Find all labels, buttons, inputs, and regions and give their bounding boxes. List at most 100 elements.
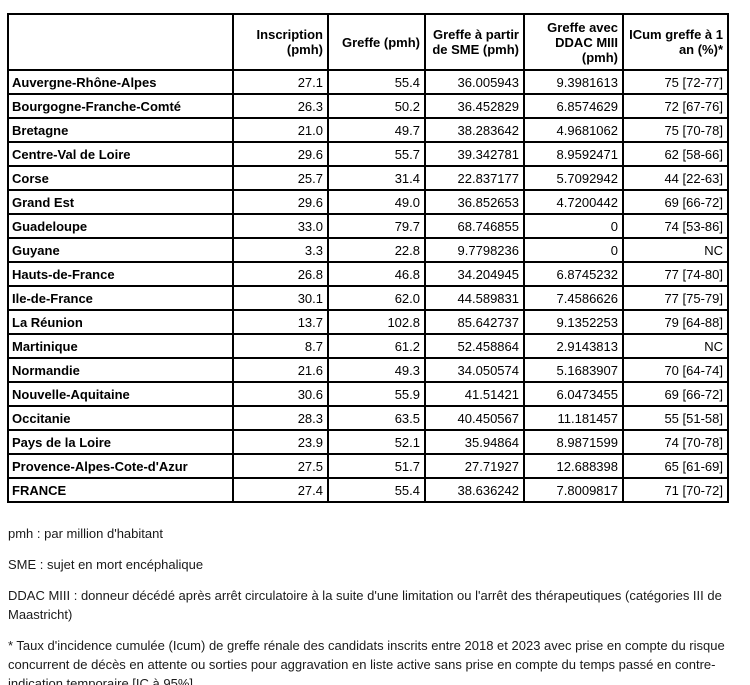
value-cell: 4.7200442: [523, 189, 624, 215]
value-cell: 27.71927: [424, 453, 525, 479]
value-cell: 12.688398: [523, 453, 624, 479]
value-cell: 69 [66-72]: [622, 381, 729, 407]
region-cell: Nouvelle-Aquitaine: [7, 381, 234, 407]
region-cell: Provence-Alpes-Cote-d'Azur: [7, 453, 234, 479]
value-cell: 55.7: [327, 141, 426, 167]
value-cell: 36.005943: [424, 69, 525, 95]
value-cell: 77 [74-80]: [622, 261, 729, 287]
table-row: Nouvelle-Aquitaine 30.6 55.9 41.51421 6.0473…: [7, 381, 729, 407]
value-cell: 27.4: [232, 477, 329, 503]
value-cell: 30.6: [232, 381, 329, 407]
value-cell: 27.5: [232, 453, 329, 479]
value-cell: 35.94864: [424, 429, 525, 455]
region-cell: Pays de la Loire: [7, 429, 234, 455]
value-cell: 33.0: [232, 213, 329, 239]
value-cell: 36.852653: [424, 189, 525, 215]
value-cell: 2.9143813: [523, 333, 624, 359]
region-cell: FRANCE: [7, 477, 234, 503]
footnote-sme: SME : sujet en mort encéphalique: [8, 557, 204, 572]
value-cell: 77 [75-79]: [622, 285, 729, 311]
region-cell: Martinique: [7, 333, 234, 359]
value-cell: 44 [22-63]: [622, 165, 729, 191]
table-row: Auvergne-Rhône-Alpes 27.1 55.4 36.005943 9.3…: [7, 69, 729, 95]
region-cell: Occitanie: [7, 405, 234, 431]
value-cell: 75 [72-77]: [622, 69, 729, 95]
value-cell: 34.050574: [424, 357, 525, 383]
table-row: Grand Est 29.6 49.0 36.852653 4.7200442 69 [6…: [7, 189, 729, 215]
table-header: Inscription (pmh) Greffe (pmh) Greffe à pa…: [7, 13, 729, 71]
value-cell: 7.8009817: [523, 477, 624, 503]
value-cell: 49.7: [327, 117, 426, 143]
value-cell: 8.9871599: [523, 429, 624, 455]
column-header: Inscription (pmh): [232, 13, 329, 71]
region-cell: Grand Est: [7, 189, 234, 215]
value-cell: 34.204945: [424, 261, 525, 287]
greffe-renale-table: Inscription (pmh) Greffe (pmh) Greffe à pa…: [7, 13, 729, 503]
value-cell: 9.3981613: [523, 69, 624, 95]
value-cell: 62 [58-66]: [622, 141, 729, 167]
value-cell: 49.0: [327, 189, 426, 215]
table-row: Guyane 3.3 22.8 9.7798236 0 NC: [7, 237, 729, 263]
table-row: Occitanie 28.3 63.5 40.450567 11.181457 55 [5…: [7, 405, 729, 431]
value-cell: 21.6: [232, 357, 329, 383]
value-cell: 79.7: [327, 213, 426, 239]
value-cell: 70 [64-74]: [622, 357, 729, 383]
value-cell: 6.8745232: [523, 261, 624, 287]
table-body: Auvergne-Rhône-Alpes 27.1 55.4 36.005943 9.3…: [7, 69, 729, 503]
value-cell: 9.7798236: [424, 237, 525, 263]
value-cell: 71 [70-72]: [622, 477, 729, 503]
footnote-ddac: DDAC MIII : donneur décédé après arrêt c…: [8, 588, 722, 622]
region-cell: Hauts-de-France: [7, 261, 234, 287]
value-cell: 6.0473455: [523, 381, 624, 407]
value-cell: NC: [622, 237, 729, 263]
value-cell: 5.7092942: [523, 165, 624, 191]
region-cell: La Réunion: [7, 309, 234, 335]
value-cell: 38.283642: [424, 117, 525, 143]
value-cell: 79 [64-88]: [622, 309, 729, 335]
table-row: Provence-Alpes-Cote-d'Azur 27.5 51.7 27.719…: [7, 453, 729, 479]
region-cell: Guyane: [7, 237, 234, 263]
value-cell: 26.3: [232, 93, 329, 119]
value-cell: 4.9681062: [523, 117, 624, 143]
value-cell: 55.9: [327, 381, 426, 407]
value-cell: 11.181457: [523, 405, 624, 431]
value-cell: 28.3: [232, 405, 329, 431]
value-cell: 23.9: [232, 429, 329, 455]
value-cell: 31.4: [327, 165, 426, 191]
region-cell: Auvergne-Rhône-Alpes: [7, 69, 234, 95]
value-cell: 7.4586626: [523, 285, 624, 311]
value-cell: 72 [67-76]: [622, 93, 729, 119]
region-cell: Corse: [7, 165, 234, 191]
region-cell: Guadeloupe: [7, 213, 234, 239]
value-cell: 85.642737: [424, 309, 525, 335]
value-cell: 41.51421: [424, 381, 525, 407]
value-cell: 6.8574629: [523, 93, 624, 119]
corner-header: [7, 13, 234, 71]
region-cell: Normandie: [7, 357, 234, 383]
table-row: Pays de la Loire 23.9 52.1 35.94864 8.987159…: [7, 429, 729, 455]
value-cell: 102.8: [327, 309, 426, 335]
column-header: Greffe avec DDAC MIII (pmh): [523, 13, 624, 71]
value-cell: 25.7: [232, 165, 329, 191]
value-cell: 69 [66-72]: [622, 189, 729, 215]
column-header: ICum greffe à 1 an (%)*: [622, 13, 729, 71]
table-row: Bretagne 21.0 49.7 38.283642 4.9681062 75 [70…: [7, 117, 729, 143]
table-row: Corse 25.7 31.4 22.837177 5.7092942 44 [22-63…: [7, 165, 729, 191]
footnote-icum: * Taux d'incidence cumulée (Icum) de gre…: [8, 638, 725, 685]
value-cell: 44.589831: [424, 285, 525, 311]
table-row: FRANCE 27.4 55.4 38.636242 7.8009817 71 [70-7…: [7, 477, 729, 503]
value-cell: 22.8: [327, 237, 426, 263]
value-cell: 21.0: [232, 117, 329, 143]
value-cell: NC: [622, 333, 729, 359]
value-cell: 62.0: [327, 285, 426, 311]
column-header: Greffe à partir de SME (pmh): [424, 13, 525, 71]
table-row: Guadeloupe 33.0 79.7 68.746855 0 74 [53-86]: [7, 213, 729, 239]
value-cell: 38.636242: [424, 477, 525, 503]
value-cell: 39.342781: [424, 141, 525, 167]
region-cell: Ile-de-France: [7, 285, 234, 311]
value-cell: 46.8: [327, 261, 426, 287]
value-cell: 9.1352253: [523, 309, 624, 335]
value-cell: 27.1: [232, 69, 329, 95]
table-row: Bourgogne-Franche-Comté 26.3 50.2 36.452829…: [7, 93, 729, 119]
region-cell: Bourgogne-Franche-Comté: [7, 93, 234, 119]
